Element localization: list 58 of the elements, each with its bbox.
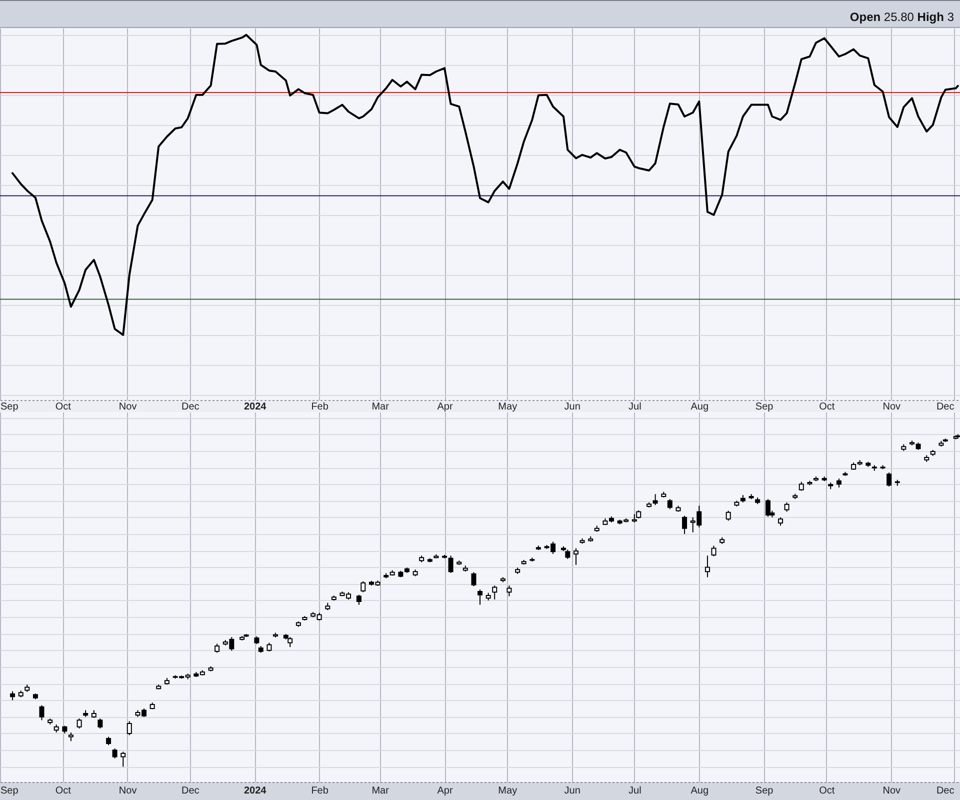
- candlestick: [565, 549, 570, 560]
- x-tick-label: Sep: [755, 402, 774, 412]
- candlestick: [112, 748, 118, 759]
- x-tick-label: Oct: [819, 786, 835, 796]
- candlestick: [704, 555, 710, 578]
- x-tick-label: Mar: [372, 786, 390, 796]
- candlestick: [682, 515, 688, 535]
- x-tick-label: Nov: [882, 786, 901, 796]
- x-tick-label: Oct: [819, 402, 835, 412]
- x-tick-label: Apr: [437, 786, 454, 796]
- x-tick-label: Aug: [690, 786, 709, 796]
- candlestick: [574, 548, 578, 566]
- candlestick: [652, 494, 658, 506]
- x-tick-label: Nov: [882, 402, 901, 412]
- candlestick: [667, 498, 672, 510]
- x-tick-label: Feb: [311, 402, 329, 412]
- x-tick-label: Dec: [936, 786, 954, 796]
- x-tick-label: 2024: [244, 786, 267, 796]
- candlestick: [76, 718, 82, 729]
- candlestick: [766, 498, 770, 518]
- candlestick: [471, 572, 476, 587]
- x-tick-label: Dec: [182, 402, 200, 412]
- x-tick-label: May: [498, 786, 518, 796]
- candlestick: [711, 545, 716, 557]
- x-tick-label: Feb: [311, 786, 329, 796]
- candlestick: [360, 580, 366, 593]
- x-tick-label: Oct: [55, 402, 72, 412]
- candlestick: [886, 472, 892, 487]
- x-tick-label: Mar: [372, 402, 390, 412]
- x-tick-label: Nov: [118, 786, 137, 796]
- candlestick: [288, 636, 293, 648]
- header-strip: Open 25.80 High 3: [0, 0, 960, 28]
- candlestick: [506, 585, 512, 597]
- candlestick: [784, 502, 790, 512]
- x-tick-label: Sep: [755, 786, 774, 796]
- x-tick-label: 2024: [244, 402, 267, 412]
- x-tick-label: Sep: [0, 786, 19, 796]
- candlestick: [492, 585, 498, 600]
- x-tick-label: Dec: [182, 786, 200, 796]
- candlestick: [39, 704, 44, 721]
- x-tick-label: Sep: [0, 402, 19, 412]
- x-tick-label: Jun: [564, 786, 580, 796]
- candlestick: [120, 751, 126, 768]
- candlestick: [126, 720, 132, 736]
- x-tick-label: Jul: [628, 402, 642, 412]
- candlestick: [478, 589, 482, 606]
- x-tick-label: Dec: [936, 402, 954, 412]
- x-tick-label: Aug: [690, 402, 709, 412]
- x-tick-label: Jul: [628, 786, 642, 796]
- x-tick-label: Jun: [564, 402, 580, 412]
- x-tick-label: May: [498, 402, 518, 412]
- x-tick-label: Oct: [55, 786, 72, 796]
- x-tick-label: Nov: [118, 402, 137, 412]
- candlestick: [448, 555, 454, 574]
- candlestick: [726, 510, 731, 522]
- x-tick-label: Apr: [437, 402, 454, 412]
- candlestick: [356, 594, 362, 606]
- candlestick: [98, 718, 103, 729]
